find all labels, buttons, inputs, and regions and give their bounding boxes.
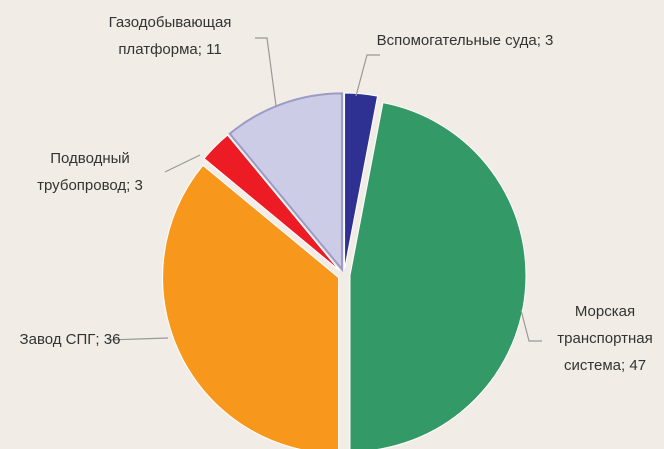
data-label: Вспомогательные суда; 3: [376, 32, 554, 49]
leader-line: [107, 337, 169, 341]
data-label: Подводный трубопровод; 3: [37, 150, 143, 194]
leader-line: [355, 54, 380, 97]
pie-slice: [344, 92, 379, 270]
pie-slice: [203, 134, 341, 272]
data-label: Морская транспортная система; 47: [557, 303, 653, 374]
leader-line: [520, 309, 542, 342]
pie-slice: [349, 102, 527, 449]
data-label: Газодобывающая платформа; 11: [108, 14, 232, 58]
leader-line: [164, 154, 201, 173]
pie-slice: [228, 92, 343, 273]
pie-slice: [162, 164, 340, 449]
data-label: Завод СПГ; 36: [19, 331, 121, 348]
leader-lines: [107, 37, 542, 342]
leader-line: [255, 37, 277, 107]
